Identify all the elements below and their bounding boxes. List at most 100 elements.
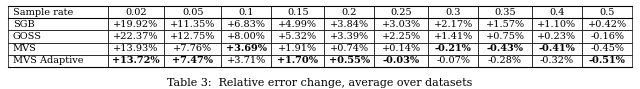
Bar (271, 18, 324, 30)
Bar (532, 43, 582, 55)
Text: -0.41%: -0.41% (538, 44, 575, 53)
Bar (478, 43, 532, 55)
Text: -0.16%: -0.16% (590, 32, 624, 41)
Text: 0.5: 0.5 (600, 8, 615, 17)
Text: +0.75%: +0.75% (486, 32, 525, 41)
Bar (374, 30, 428, 43)
Bar (478, 55, 532, 67)
Text: +3.84%: +3.84% (330, 20, 369, 29)
Bar (428, 18, 478, 30)
Text: MVS Adaptive: MVS Adaptive (13, 56, 83, 65)
Bar (532, 6, 582, 18)
Bar (221, 43, 271, 55)
Text: +13.93%: +13.93% (113, 44, 159, 53)
Bar (324, 43, 374, 55)
Bar (271, 43, 324, 55)
Text: -0.28%: -0.28% (488, 56, 522, 65)
Bar (374, 55, 428, 67)
Text: +4.99%: +4.99% (278, 20, 317, 29)
Text: -0.07%: -0.07% (436, 56, 470, 65)
Text: GOSS: GOSS (13, 32, 42, 41)
Bar (478, 30, 532, 43)
Text: Table 3:  Relative error change, average over datasets: Table 3: Relative error change, average … (167, 78, 473, 88)
Text: 0.2: 0.2 (342, 8, 357, 17)
Bar (164, 55, 221, 67)
Text: +19.92%: +19.92% (113, 20, 159, 29)
Text: +1.41%: +1.41% (433, 32, 473, 41)
Text: 0.02: 0.02 (125, 8, 147, 17)
Bar (428, 43, 478, 55)
Text: -0.43%: -0.43% (486, 44, 524, 53)
Text: +5.32%: +5.32% (278, 32, 317, 41)
Text: +1.57%: +1.57% (486, 20, 525, 29)
Text: 0.15: 0.15 (287, 8, 308, 17)
Bar (532, 30, 582, 43)
Text: 0.25: 0.25 (390, 8, 412, 17)
Bar (374, 6, 428, 18)
Text: +3.71%: +3.71% (227, 56, 266, 65)
Text: -0.03%: -0.03% (383, 56, 420, 65)
Bar (582, 55, 632, 67)
Text: MVS: MVS (13, 44, 36, 53)
Bar (164, 18, 221, 30)
Text: SGB: SGB (13, 20, 35, 29)
Text: +1.70%: +1.70% (277, 56, 318, 65)
Bar (532, 18, 582, 30)
Bar (108, 6, 164, 18)
Text: +12.75%: +12.75% (170, 32, 216, 41)
Text: +0.74%: +0.74% (330, 44, 369, 53)
Bar (532, 55, 582, 67)
Bar (582, 43, 632, 55)
Text: -0.32%: -0.32% (540, 56, 574, 65)
Bar (582, 30, 632, 43)
Text: +2.17%: +2.17% (433, 20, 473, 29)
Text: +8.00%: +8.00% (227, 32, 266, 41)
Bar (271, 6, 324, 18)
Bar (374, 18, 428, 30)
Text: 0.4: 0.4 (549, 8, 564, 17)
Text: +0.23%: +0.23% (538, 32, 577, 41)
Bar (108, 18, 164, 30)
Bar (108, 43, 164, 55)
Text: +3.69%: +3.69% (226, 44, 267, 53)
Text: 0.35: 0.35 (494, 8, 516, 17)
Bar (428, 55, 478, 67)
Bar (478, 18, 532, 30)
Bar (221, 30, 271, 43)
Text: -0.45%: -0.45% (590, 44, 624, 53)
Text: +7.76%: +7.76% (173, 44, 212, 53)
Text: +22.37%: +22.37% (113, 32, 159, 41)
Bar (582, 6, 632, 18)
Text: +3.03%: +3.03% (381, 20, 420, 29)
Bar (271, 30, 324, 43)
Text: +3.39%: +3.39% (330, 32, 369, 41)
Text: -0.21%: -0.21% (435, 44, 472, 53)
Bar (324, 6, 374, 18)
Text: +0.55%: +0.55% (329, 56, 370, 65)
Bar (374, 43, 428, 55)
Text: 0.3: 0.3 (445, 8, 461, 17)
Bar (582, 18, 632, 30)
Text: +6.83%: +6.83% (227, 20, 266, 29)
Bar (108, 30, 164, 43)
Bar (108, 55, 164, 67)
Bar (164, 6, 221, 18)
Text: 0.05: 0.05 (182, 8, 204, 17)
Bar (221, 6, 271, 18)
Bar (221, 18, 271, 30)
Text: +0.14%: +0.14% (381, 44, 420, 53)
Text: +11.35%: +11.35% (170, 20, 216, 29)
Text: +1.91%: +1.91% (278, 44, 317, 53)
Text: -0.51%: -0.51% (589, 56, 626, 65)
Text: +0.42%: +0.42% (588, 20, 627, 29)
Bar (221, 55, 271, 67)
Text: +7.47%: +7.47% (172, 56, 213, 65)
Text: +13.72%: +13.72% (112, 56, 160, 65)
Bar (271, 55, 324, 67)
Bar (324, 18, 374, 30)
Bar (428, 30, 478, 43)
Bar (164, 30, 221, 43)
Text: Sample rate: Sample rate (13, 8, 73, 17)
Bar (428, 6, 478, 18)
Bar (164, 43, 221, 55)
